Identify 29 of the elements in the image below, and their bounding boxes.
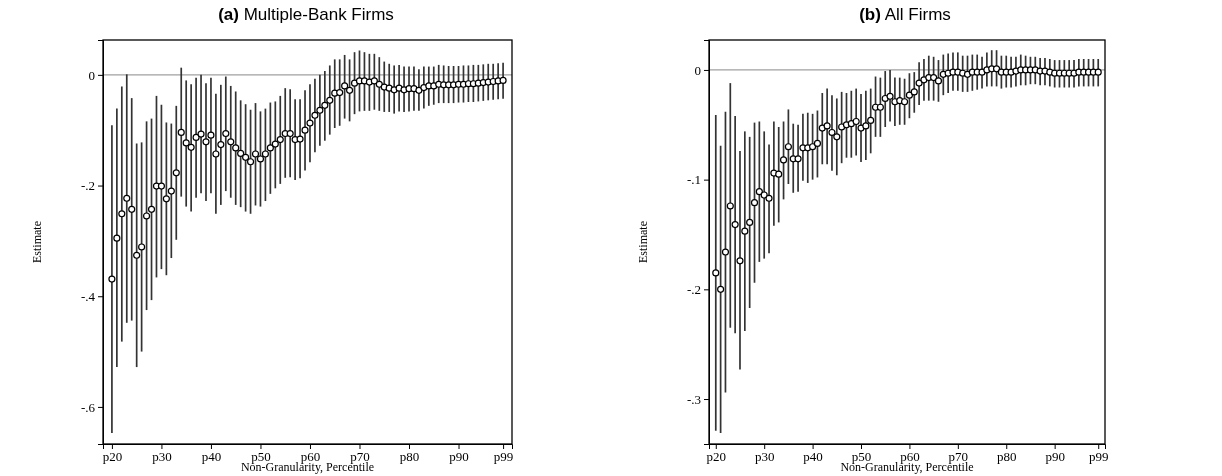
x-tick-label: p99 (1088, 449, 1109, 465)
y-tick-label: -.2 (80, 178, 95, 194)
x-tick-label: p40 (803, 449, 823, 465)
x-tick-label: p30 (152, 449, 172, 465)
x-tick-label: p80 (399, 449, 420, 465)
x-tick-label: p50 (251, 449, 271, 465)
x-tick-label: p20 (706, 449, 727, 465)
y-tick-label: -.2 (686, 281, 701, 297)
y-tick-label: -.3 (686, 391, 701, 407)
x-tick-label: p40 (201, 449, 222, 465)
x-tick-label: p20 (102, 449, 123, 465)
y-tick-label: -.6 (80, 399, 96, 415)
y-tick-label: -.4 (80, 288, 96, 304)
y-tick-label: 0 (88, 67, 95, 83)
x-tick-label: p90 (449, 449, 469, 465)
x-tick-label: p70 (948, 449, 969, 465)
chart-title: (a) Multiple-Bank Firms (218, 5, 394, 24)
x-tick-label: p70 (350, 449, 370, 465)
x-tick-label: p60 (300, 449, 321, 465)
x-tick-label: p99 (493, 449, 514, 465)
y-tick-label: 0 (694, 62, 701, 78)
x-tick-label: p60 (900, 449, 920, 465)
y-tick-label: -.1 (686, 172, 701, 188)
y-axis-title: Estimate (636, 221, 650, 263)
x-tick-label: p90 (1045, 449, 1065, 465)
x-tick-label: p30 (754, 449, 775, 465)
chart-title: (b) All Firms (859, 5, 951, 24)
x-tick-label: p80 (996, 449, 1017, 465)
y-axis-title: Estimate (30, 221, 44, 263)
